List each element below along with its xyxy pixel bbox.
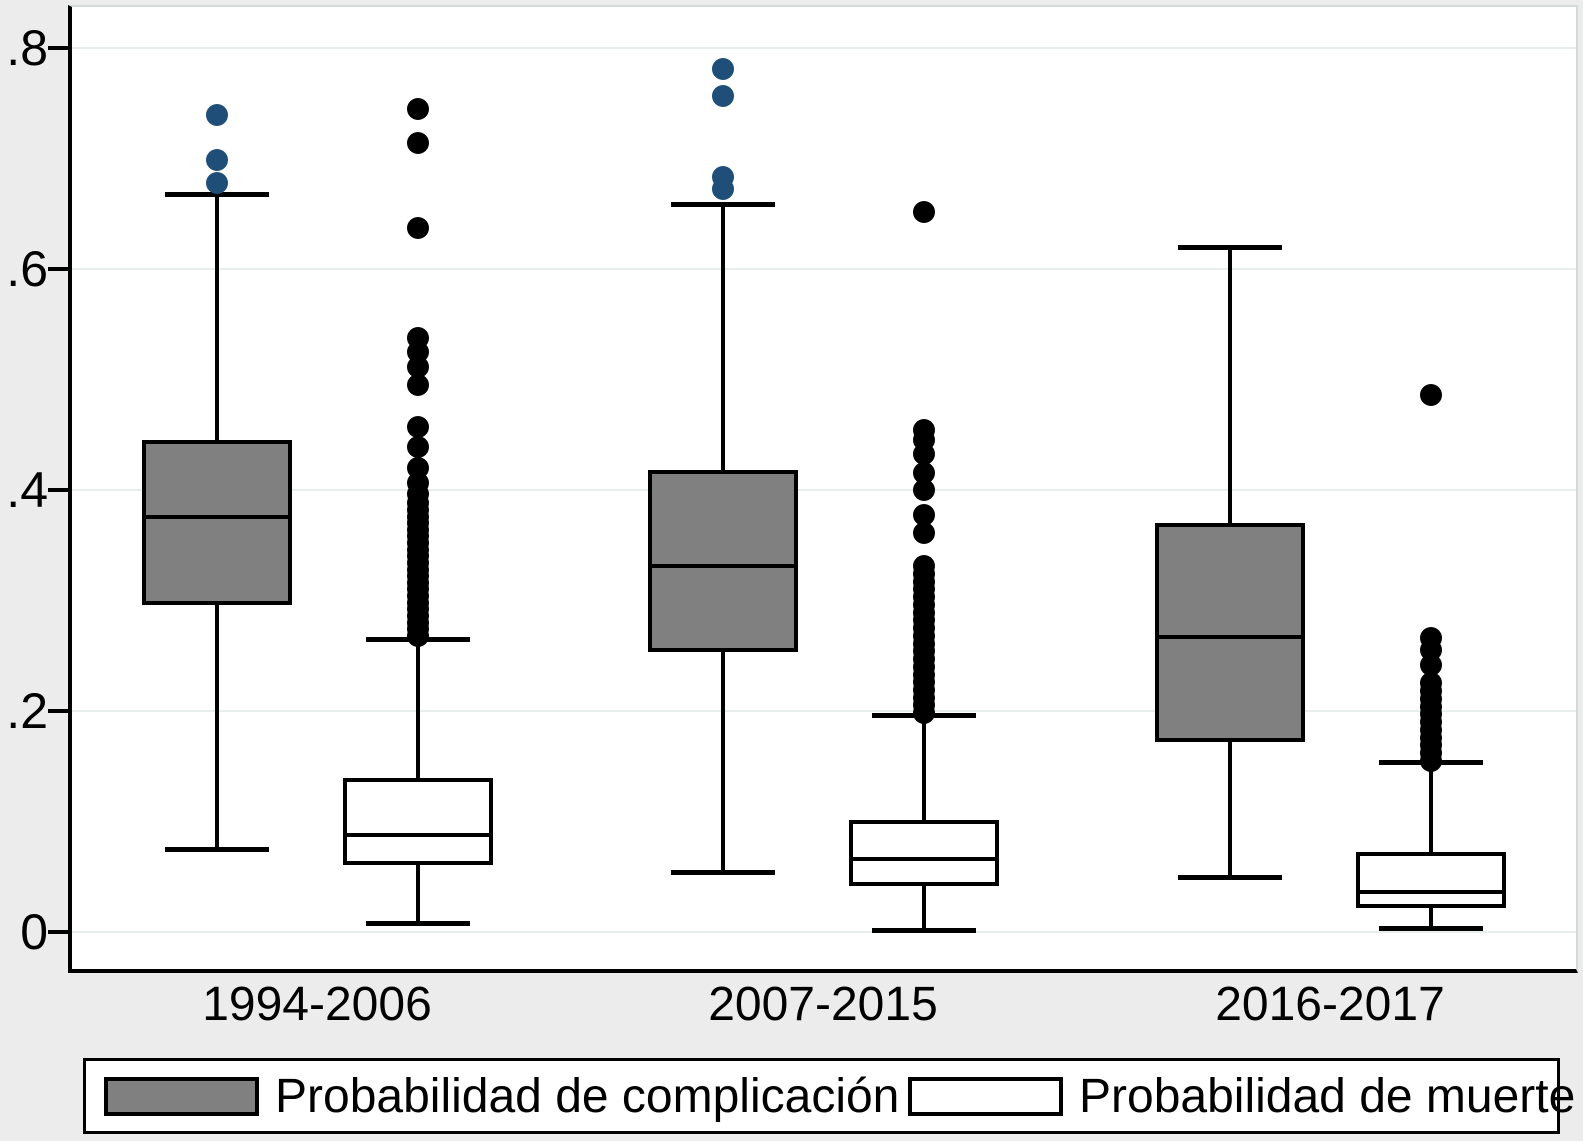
outlier-dot [407,435,429,458]
lower-whisker [416,864,420,924]
box-muerte-2007-2015 [849,820,999,886]
lower-whisker-cap [1379,925,1483,931]
box-complicacion-1994-2006 [142,440,292,605]
legend-label: Probabilidad de muerte [1079,1069,1576,1123]
outlier-dot [712,84,734,107]
legend-entry: Probabilidad de muerte [908,1061,1575,1131]
box-muerte-1994-2006 [343,778,493,865]
x-category-label: 2016-2017 [1215,978,1445,1031]
outlier-dot [913,522,935,545]
median-line [347,833,489,838]
upper-whisker-cap [671,201,775,207]
lower-whisker-cap [671,870,775,876]
gridline-.6 [72,268,1576,270]
box-muerte-2016-2017 [1356,852,1506,908]
outlier-dot [407,132,429,155]
x-category-label: 1994-2006 [202,978,432,1031]
y-tick-.4 [48,488,68,492]
lower-whisker [1228,741,1232,877]
y-tick-.8 [48,46,68,50]
box-complicacion-2007-2015 [648,470,798,653]
lower-whisker-cap [366,921,470,927]
median-line [1159,634,1301,639]
outlier-dot [913,504,935,527]
legend-entry: Probabilidad de complicación [104,1061,899,1131]
legend-swatch [908,1076,1063,1116]
y-tick-.6 [48,267,68,271]
legend-swatch [104,1076,259,1116]
outlier-dot [712,166,734,189]
upper-whisker [1228,246,1232,524]
upper-whisker [1429,761,1433,853]
y-tick-label-.8: .8 [6,20,48,76]
upper-whisker-cap [1178,244,1282,250]
gridline-.8 [72,47,1576,49]
median-line [146,515,288,520]
legend-label: Probabilidad de complicación [275,1069,900,1123]
y-tick-label-.2: .2 [6,683,48,739]
legend: Probabilidad de complicación Probabilidad… [83,1058,1575,1134]
outlier-dot [407,456,429,479]
lower-whisker [1429,907,1433,928]
outlier-dot [407,374,429,397]
outlier-dot [407,97,429,120]
outlier-dot [712,57,734,80]
outlier-dot [407,416,429,438]
y-tick-label-.4: .4 [6,462,48,518]
lower-whisker-cap [1178,874,1282,880]
upper-whisker [215,193,219,441]
box-complicacion-2016-2017 [1155,523,1305,742]
y-tick-.2 [48,709,68,713]
upper-whisker [922,715,926,821]
outlier-dot [913,419,935,442]
x-category-label: 2007-2015 [708,978,938,1031]
median-line [1360,889,1502,894]
gridline-0 [72,931,1576,933]
lower-whisker [922,885,926,930]
lower-whisker [721,652,725,873]
outlier-dot [206,104,228,127]
gridline-.4 [72,489,1576,491]
gridline-.2 [72,710,1576,712]
outlier-dot [913,479,935,501]
outlier-dot [206,148,228,171]
upper-whisker [721,203,725,471]
upper-whisker [416,639,420,779]
y-tick-label-.6: .6 [6,241,48,297]
outlier-dot [407,326,429,349]
y-tick-label-0: 0 [20,904,48,960]
lower-whisker [215,604,219,850]
outlier-dot [1420,627,1442,650]
lower-whisker-cap [872,927,976,933]
median-line [853,856,995,861]
y-tick-0 [48,930,68,934]
outlier-dot [913,200,935,223]
outlier-dot [1420,383,1442,406]
lower-whisker-cap [165,847,269,853]
outlier-dot [1420,672,1442,695]
upper-whisker-cap [165,191,269,197]
outlier-dot [913,462,935,485]
outlier-dot [206,171,228,194]
outlier-dot [913,555,935,578]
outlier-dot [407,217,429,240]
plot-area [68,5,1578,973]
median-line [652,563,794,568]
